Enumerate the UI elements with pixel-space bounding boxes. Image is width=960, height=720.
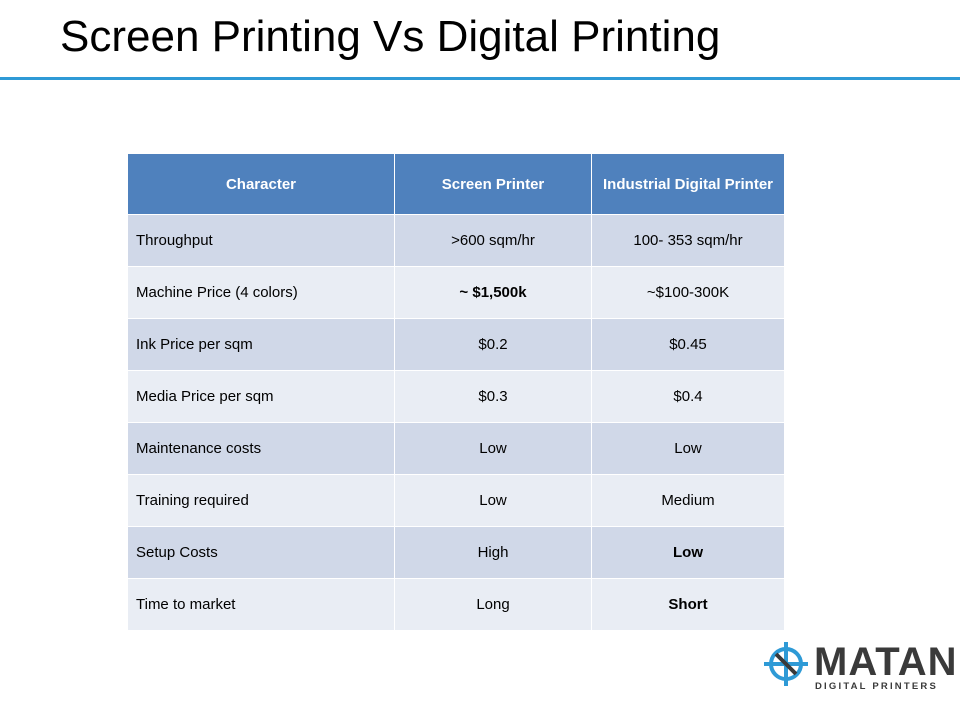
table-cell: Low <box>591 526 785 579</box>
table-cell: 100- 353 sqm/hr <box>591 214 785 267</box>
table-row: Ink Price per sqm $0.2 $0.45 <box>127 318 785 371</box>
logo-name: MATAN <box>814 640 958 684</box>
table-row: Training required Low Medium <box>127 474 785 527</box>
header-row: Character Screen Printer Industrial Digi… <box>127 153 785 215</box>
table-header: Character Screen Printer Industrial Digi… <box>127 153 785 215</box>
slide-title: Screen Printing Vs Digital Printing <box>60 12 721 61</box>
logo-tagline: DIGITAL PRINTERS <box>815 681 938 692</box>
table-cell: Media Price per sqm <box>127 370 395 423</box>
table-cell: Short <box>591 578 785 631</box>
table-cell: $0.4 <box>591 370 785 423</box>
table-cell: Throughput <box>127 214 395 267</box>
table-cell: Maintenance costs <box>127 422 395 475</box>
table-cell: High <box>394 526 592 579</box>
table-body: Throughput >600 sqm/hr 100- 353 sqm/hr Mach… <box>127 214 785 631</box>
table-cell: ~$100-300K <box>591 266 785 319</box>
header-cell: Screen Printer <box>394 153 592 215</box>
table-row: Setup Costs High Low <box>127 526 785 579</box>
table-row: Time to market Long Short <box>127 578 785 631</box>
header-cell: Character <box>127 153 395 215</box>
table-cell: >600 sqm/hr <box>394 214 592 267</box>
table-cell: $0.3 <box>394 370 592 423</box>
table-cell: ~ $1,500k <box>394 266 592 319</box>
comparison-table: Character Screen Printer Industrial Digi… <box>127 153 785 631</box>
table-cell: Medium <box>591 474 785 527</box>
table-cell: $0.45 <box>591 318 785 371</box>
table-row: Machine Price (4 colors) ~ $1,500k ~$100-3… <box>127 266 785 319</box>
table-cell: Ink Price per sqm <box>127 318 395 371</box>
title-rule <box>0 77 960 80</box>
logo-icon <box>764 642 808 686</box>
header-cell: Industrial Digital Printer <box>591 153 785 215</box>
table-cell: Long <box>394 578 592 631</box>
table-cell: Low <box>394 474 592 527</box>
table-row: Throughput >600 sqm/hr 100- 353 sqm/hr <box>127 214 785 267</box>
table-cell: Time to market <box>127 578 395 631</box>
logo: MATAN DIGITAL PRINTERS <box>762 636 956 696</box>
table-cell: Machine Price (4 colors) <box>127 266 395 319</box>
table-cell: $0.2 <box>394 318 592 371</box>
table-row: Maintenance costs Low Low <box>127 422 785 475</box>
table-cell: Setup Costs <box>127 526 395 579</box>
table-cell: Low <box>591 422 785 475</box>
table-cell: Training required <box>127 474 395 527</box>
table-row: Media Price per sqm $0.3 $0.4 <box>127 370 785 423</box>
table-cell: Low <box>394 422 592 475</box>
